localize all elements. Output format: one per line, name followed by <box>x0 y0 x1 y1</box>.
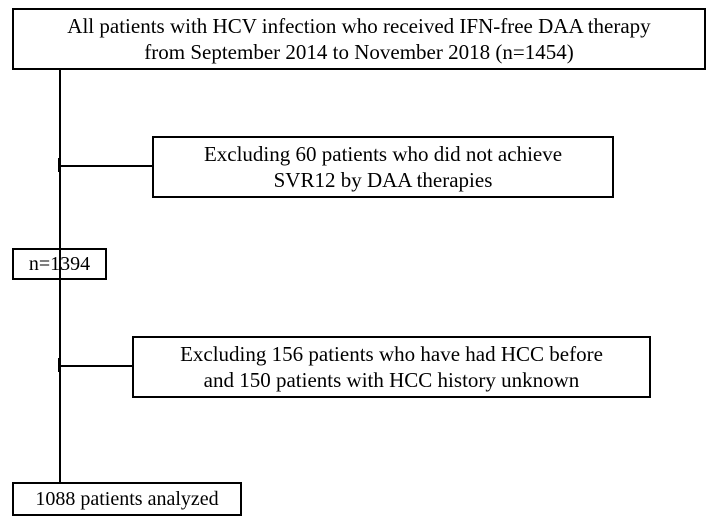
flow-node-exclusion-2: Excluding 156 patients who have had HCC … <box>132 336 651 398</box>
flow-node-inclusion: All patients with HCV infection who rece… <box>12 8 706 70</box>
flow-node-inclusion-line2: from September 2014 to November 2018 (n=… <box>67 39 650 65</box>
flow-node-final: 1088 patients analyzed <box>12 482 242 516</box>
flow-node-exclusion-2-line2: and 150 patients with HCC history unknow… <box>180 367 603 393</box>
flow-node-final-text: 1088 patients analyzed <box>35 487 218 512</box>
flow-node-exclusion-2-line1: Excluding 156 patients who have had HCC … <box>180 341 603 367</box>
flow-connector-branch-1 <box>59 165 152 167</box>
flow-connector-branch-2 <box>59 365 132 367</box>
flow-node-exclusion-1-line2: SVR12 by DAA therapies <box>204 167 562 193</box>
flow-node-exclusion-1-line1: Excluding 60 patients who did not achiev… <box>204 141 562 167</box>
flow-connector-branch-2-tick <box>58 358 60 372</box>
flow-connector-main <box>59 70 61 482</box>
flow-node-inclusion-line1: All patients with HCV infection who rece… <box>67 13 650 39</box>
flow-node-exclusion-1: Excluding 60 patients who did not achiev… <box>152 136 614 198</box>
flow-connector-branch-1-tick <box>58 158 60 172</box>
